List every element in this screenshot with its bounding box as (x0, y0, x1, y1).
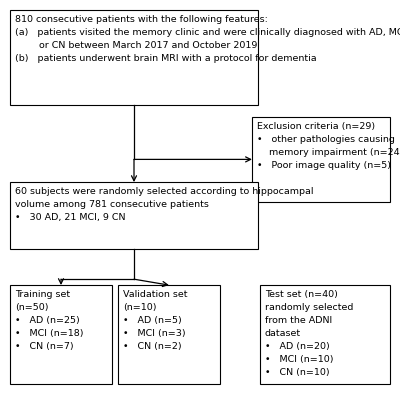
Text: dataset: dataset (265, 329, 301, 338)
FancyBboxPatch shape (252, 117, 390, 202)
Text: (b)   patients underwent brain MRI with a protocol for dementia: (b) patients underwent brain MRI with a … (15, 54, 316, 63)
FancyBboxPatch shape (10, 182, 258, 249)
Text: 60 subjects were randomly selected according to hippocampal: 60 subjects were randomly selected accor… (15, 187, 313, 196)
Text: Exclusion criteria (n=29): Exclusion criteria (n=29) (257, 122, 375, 131)
Text: memory impairment (n=24): memory impairment (n=24) (257, 148, 400, 157)
Text: •   MCI (n=10): • MCI (n=10) (265, 355, 333, 364)
Text: randomly selected: randomly selected (265, 303, 353, 312)
Text: (n=50): (n=50) (15, 303, 48, 312)
Text: •   Poor image quality (n=5): • Poor image quality (n=5) (257, 161, 391, 170)
FancyBboxPatch shape (10, 285, 112, 384)
FancyBboxPatch shape (260, 285, 390, 384)
Text: volume among 781 consecutive patients: volume among 781 consecutive patients (15, 200, 209, 209)
Text: or CN between March 2017 and October 2019: or CN between March 2017 and October 201… (15, 41, 257, 50)
Text: •   other pathologies causing: • other pathologies causing (257, 135, 395, 144)
Text: Test set (n=40): Test set (n=40) (265, 290, 338, 299)
FancyBboxPatch shape (118, 285, 220, 384)
Text: from the ADNI: from the ADNI (265, 316, 332, 325)
Text: •   MCI (n=18): • MCI (n=18) (15, 329, 83, 338)
Text: •   CN (n=2): • CN (n=2) (123, 342, 182, 351)
Text: Training set: Training set (15, 290, 70, 299)
Text: Validation set: Validation set (123, 290, 187, 299)
Text: •   30 AD, 21 MCI, 9 CN: • 30 AD, 21 MCI, 9 CN (15, 213, 125, 222)
Text: •   MCI (n=3): • MCI (n=3) (123, 329, 186, 338)
FancyBboxPatch shape (10, 10, 258, 105)
Text: •   AD (n=5): • AD (n=5) (123, 316, 182, 325)
Text: •   AD (n=20): • AD (n=20) (265, 342, 330, 351)
Text: •   AD (n=25): • AD (n=25) (15, 316, 80, 325)
Text: (n=10): (n=10) (123, 303, 156, 312)
Text: 810 consecutive patients with the following features:: 810 consecutive patients with the follow… (15, 15, 268, 24)
Text: (a)   patients visited the memory clinic and were clinically diagnosed with AD, : (a) patients visited the memory clinic a… (15, 28, 400, 37)
Text: •   CN (n=10): • CN (n=10) (265, 368, 330, 377)
Text: •   CN (n=7): • CN (n=7) (15, 342, 74, 351)
